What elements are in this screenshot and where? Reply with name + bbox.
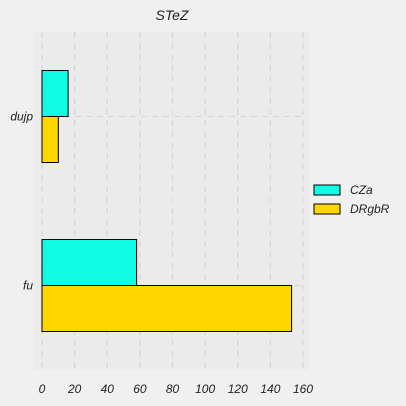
x-tick-label-60: 60 [133,382,147,396]
bar-drgbr-fu [41,285,293,332]
bar-cza-dujp [41,70,69,117]
bar-cza-fu [41,239,138,286]
x-tick-label-160: 160 [293,382,313,396]
x-tick-label-40: 40 [101,382,115,396]
x-tick-label-80: 80 [166,382,180,396]
category-label-dujp: dujp [10,110,33,124]
x-tick-label-120: 120 [228,382,248,396]
legend-swatch-cza [313,184,341,196]
legend-label-drgbr: DRgbR [350,202,390,216]
chart-title: STeZ [156,7,189,23]
x-tick-label-100: 100 [195,382,215,396]
legend-swatch-drgbr [313,203,341,215]
category-label-fu: fu [23,279,33,293]
legend-label-cza: CZa [350,183,373,197]
x-tick-label-140: 140 [260,382,280,396]
x-tick-label-20: 20 [67,382,82,396]
y-axis-category-labels: fu dujp [10,110,33,293]
x-tick-label-0: 0 [39,382,46,396]
x-axis-ticks: 0 20 40 60 80 100 120 140 160 [39,382,314,396]
bars [41,70,293,332]
bar-drgbr-dujp [41,116,59,163]
legend: CZa DRgbR [313,183,390,216]
